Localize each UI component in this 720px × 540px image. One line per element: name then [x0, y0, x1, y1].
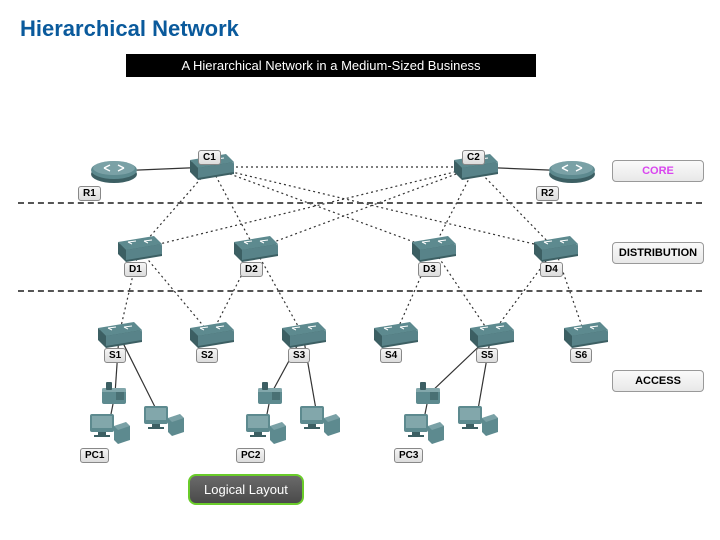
node-pcx2 [296, 406, 340, 436]
node-d2 [230, 236, 280, 262]
layer-divider [18, 290, 702, 292]
layer-divider [18, 202, 702, 204]
node-label-s5: S5 [476, 348, 498, 363]
node-pc3 [400, 414, 444, 444]
node-s2 [186, 322, 236, 348]
node-r1 [90, 158, 138, 184]
node-s3 [278, 322, 328, 348]
node-label-c1: C1 [198, 150, 221, 165]
node-label-c2: C2 [462, 150, 485, 165]
layer-label-distribution: DISTRIBUTION [612, 242, 704, 264]
node-r2 [548, 158, 596, 184]
node-s5 [466, 322, 516, 348]
diagram-title: A Hierarchical Network in a Medium-Sized… [126, 54, 536, 77]
node-label-s6: S6 [570, 348, 592, 363]
page-title: Hierarchical Network [20, 16, 239, 42]
node-label-d4: D4 [540, 262, 563, 277]
node-d3 [408, 236, 458, 262]
node-label-s4: S4 [380, 348, 402, 363]
node-d4 [530, 236, 580, 262]
node-label-pc2: PC2 [236, 448, 265, 463]
layer-label-access: ACCESS [612, 370, 704, 392]
node-pcx3 [454, 406, 498, 436]
node-label-d2: D2 [240, 262, 263, 277]
node-s6 [560, 322, 610, 348]
node-label-d1: D1 [124, 262, 147, 277]
node-s1 [94, 322, 144, 348]
node-s4 [370, 322, 420, 348]
node-h1 [100, 380, 130, 408]
node-label-r2: R2 [536, 186, 559, 201]
layer-label-core: CORE [612, 160, 704, 182]
node-label-d3: D3 [418, 262, 441, 277]
node-h3 [414, 380, 444, 408]
logical-layout-button[interactable]: Logical Layout [188, 474, 304, 505]
node-label-s3: S3 [288, 348, 310, 363]
node-label-pc3: PC3 [394, 448, 423, 463]
node-label-pc1: PC1 [80, 448, 109, 463]
node-pc1 [86, 414, 130, 444]
node-pcx1 [140, 406, 184, 436]
node-pc2 [242, 414, 286, 444]
node-label-s1: S1 [104, 348, 126, 363]
node-label-r1: R1 [78, 186, 101, 201]
node-h2 [256, 380, 286, 408]
node-label-s2: S2 [196, 348, 218, 363]
node-d1 [114, 236, 164, 262]
